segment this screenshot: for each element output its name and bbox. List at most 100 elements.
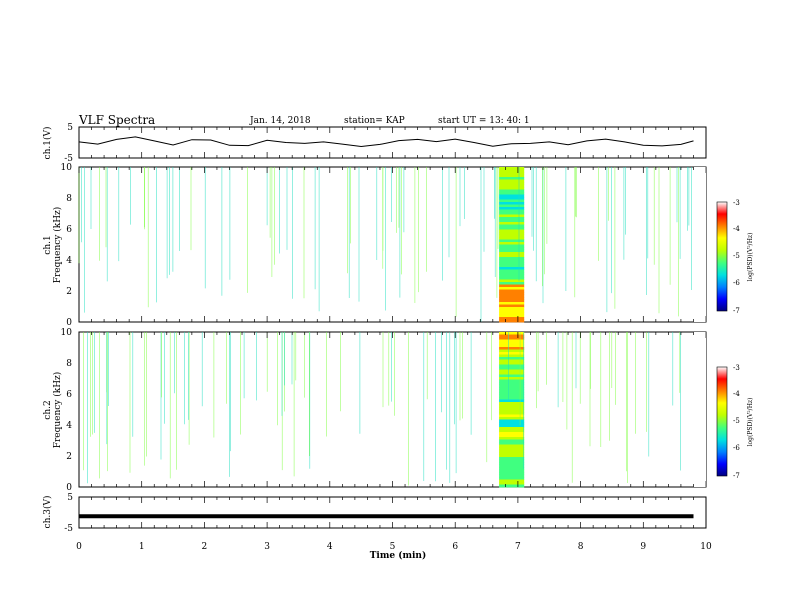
burst-cell — [499, 354, 525, 358]
burst-cell — [499, 342, 525, 345]
burst-cell — [499, 249, 525, 253]
burst-cell — [499, 282, 525, 285]
burst-cell — [499, 304, 525, 308]
burst-cell — [499, 274, 525, 278]
burst-cell — [499, 217, 525, 220]
burst-cell — [499, 197, 525, 200]
ch1-colorbar: -3 -4 -5 -6 -7 log(PSD)(V²/Hz) — [716, 199, 754, 315]
burst-cell — [499, 259, 525, 263]
burst-cell — [499, 224, 525, 228]
ch1-freq-tick: 6 — [66, 225, 72, 235]
burst-cell — [499, 232, 525, 235]
ch1-waveform-line — [78, 136, 694, 148]
burst-cell — [499, 252, 525, 255]
burst-cell — [499, 227, 525, 230]
ch1-ylabel: ch.1(V) — [42, 127, 53, 160]
burst-cell — [499, 189, 525, 193]
burst-cell — [499, 192, 525, 195]
ch1-spectrogram-ylabel-top: ch.1 — [43, 235, 53, 254]
burst-cell — [499, 317, 525, 320]
burst-cell — [499, 379, 525, 383]
burst-cell — [499, 237, 525, 240]
ch1-freq-tick: 4 — [66, 256, 72, 266]
burst-cell — [499, 177, 525, 180]
ch1-spectrogram-ticks — [78, 167, 707, 322]
burst-cell — [499, 389, 525, 393]
ch1-spectrogram-ytick-labels: 0 2 4 6 8 10 — [61, 163, 73, 328]
ch1-spectrogram-frame — [78, 166, 707, 323]
ch1-ytick-bottom: -5 — [64, 154, 73, 164]
ch1-spectrogram-image — [78, 167, 706, 323]
burst-cell — [499, 332, 525, 335]
burst-cell — [499, 207, 525, 210]
date-label: Jan. 14, 2018 — [249, 116, 311, 126]
burst-cell — [499, 364, 525, 368]
burst-cell — [499, 277, 525, 280]
burst-cell — [499, 229, 525, 233]
ch1-freq-tick: 0 — [66, 318, 72, 328]
burst-cell — [499, 244, 525, 248]
burst-cell — [499, 297, 525, 300]
burst-cell — [499, 394, 525, 398]
ch1-waveform-panel: 5 -5 ch.1(V) — [42, 123, 707, 164]
burst-cell — [499, 187, 525, 190]
burst-cell — [499, 312, 525, 315]
burst-cell — [499, 344, 525, 348]
burst-cell — [499, 194, 525, 198]
burst-cell — [499, 269, 525, 273]
burst-cell — [499, 254, 525, 258]
burst-cell — [499, 167, 525, 170]
ch2-spectrogram-frame — [78, 331, 707, 488]
ch2-spectrogram-panel: 0 2 4 6 8 10 ch.2 Frequency (kHz) -3 -4 … — [43, 328, 754, 493]
burst-cell — [499, 174, 525, 178]
ch1-freq-tick: 8 — [66, 194, 72, 204]
burst-cell — [499, 362, 525, 365]
burst-cell — [499, 349, 525, 353]
burst-cell — [499, 347, 525, 350]
burst-cell — [499, 372, 525, 375]
burst-cell — [499, 247, 525, 250]
burst-cell — [499, 309, 525, 313]
ch1-waveform-ticks — [78, 127, 707, 158]
burst-cell — [499, 179, 525, 183]
ch1-spectrogram-panel: 0 2 4 6 8 10 ch.1 Frequency (kHz) -3 -4 … — [43, 163, 754, 328]
burst-cell — [499, 357, 525, 360]
ch1-colorbar-tick: -3 — [733, 199, 740, 207]
burst-cell — [499, 257, 525, 260]
no-data-gap — [693, 167, 706, 322]
burst-cell — [499, 284, 525, 288]
burst-cell — [499, 272, 525, 275]
burst-cell — [499, 289, 525, 293]
ch1-colorbar-tick: -6 — [733, 279, 740, 287]
burst-cell — [499, 172, 525, 175]
burst-cell — [499, 334, 525, 338]
burst-cell — [499, 242, 525, 245]
burst-cell — [499, 337, 525, 340]
ch1-freq-tick: 10 — [61, 163, 73, 173]
figure-title: VLF Spectra — [78, 113, 155, 127]
burst-cell — [499, 169, 525, 173]
burst-cell — [499, 319, 525, 323]
burst-cell — [499, 202, 525, 205]
burst-cell — [499, 262, 525, 265]
burst-cell — [499, 314, 525, 318]
burst-cell — [499, 384, 525, 388]
burst-cell — [499, 222, 525, 225]
burst-cell — [499, 279, 525, 283]
burst-cell — [499, 299, 525, 303]
ch1-freq-tick: 2 — [66, 287, 72, 297]
burst-cell — [499, 387, 525, 390]
burst-cell — [499, 234, 525, 238]
burst-cell — [499, 182, 525, 185]
burst-cell — [499, 369, 525, 373]
burst-cell — [499, 292, 525, 295]
burst-cell — [499, 392, 525, 395]
burst-cell — [499, 214, 525, 218]
burst-cell — [499, 264, 525, 268]
burst-cell — [499, 307, 525, 310]
burst-cell — [499, 287, 525, 290]
burst-cell — [499, 382, 525, 385]
burst-cell — [499, 204, 525, 208]
burst-cell — [499, 339, 525, 343]
ch1-colorbar-tick: -4 — [733, 225, 740, 233]
